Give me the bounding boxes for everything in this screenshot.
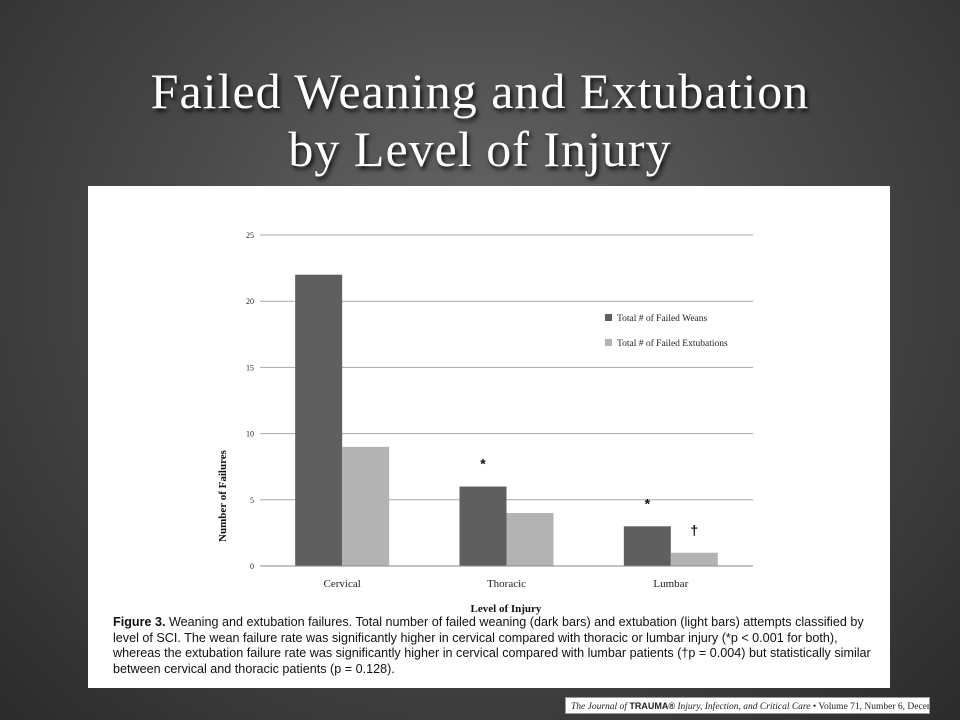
bar — [342, 446, 390, 566]
y-tick-label: 5 — [250, 496, 254, 505]
slide-title-line1: Failed Weaning and Extubation — [150, 63, 810, 119]
legend-label: Total # of Failed Extubations — [617, 338, 728, 349]
citation-prefix: The Journal of — [571, 702, 630, 712]
citation-journal-name: TRAUMA® — [629, 701, 675, 711]
bar — [295, 274, 343, 566]
annotations: * * † — [480, 456, 698, 538]
y-tick-label: 15 — [246, 363, 254, 372]
bar — [459, 486, 507, 566]
figure-caption: Figure 3. Weaning and extubation failure… — [113, 615, 873, 677]
legend: Total # of Failed Weans Total # of Failed… — [605, 313, 728, 349]
y-tick-label: 10 — [246, 430, 254, 439]
bar — [670, 552, 718, 566]
bar-chart: 0 5 10 15 20 25 Cervical Thoracic Lumbar * * † Tot… — [217, 231, 753, 615]
slide-title: Failed Weaning and Extubation by Level o… — [0, 62, 960, 178]
x-axis-label: Level of Injury — [471, 603, 542, 615]
y-tick-label: 20 — [246, 297, 254, 306]
x-tick-label: Cervical — [324, 578, 361, 590]
legend-swatch — [605, 339, 612, 346]
slide-title-line2: by Level of Injury — [288, 121, 672, 177]
legend-swatch — [605, 314, 612, 321]
y-tick-label: 0 — [250, 562, 254, 571]
citation-subtitle: Injury, Infection, and Critical Care — [674, 702, 811, 712]
caption-label: Figure 3. — [113, 615, 166, 629]
caption-text: Weaning and extubation failures. Total n… — [113, 615, 871, 676]
legend-label: Total # of Failed Weans — [617, 313, 708, 324]
journal-citation: The Journal of TRAUMA® Injury, Infection… — [565, 697, 930, 714]
figure-panel: 0 5 10 15 20 25 Cervical Thoracic Lumbar * * † Tot… — [88, 186, 890, 688]
bar — [506, 513, 554, 566]
bars — [295, 274, 718, 566]
significance-marker: * — [645, 495, 651, 511]
significance-marker: * — [480, 456, 486, 472]
x-tick-label: Thoracic — [487, 578, 526, 590]
y-tick-label: 25 — [246, 231, 254, 240]
significance-marker: † — [690, 522, 698, 538]
tick-labels: 0 5 10 15 20 25 Cervical Thoracic Lumbar — [246, 231, 689, 590]
x-tick-label: Lumbar — [653, 578, 688, 590]
bar — [623, 526, 671, 566]
y-axis-label: Number of Failures — [217, 449, 229, 542]
citation-details: • Volume 71, Number 6, December 2011 — [812, 702, 929, 712]
